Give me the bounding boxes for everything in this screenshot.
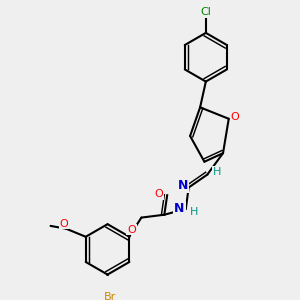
Text: O: O <box>60 219 68 229</box>
Text: N: N <box>174 202 185 215</box>
Text: O: O <box>231 112 239 122</box>
Text: O: O <box>155 189 164 199</box>
Text: Br: Br <box>104 292 116 300</box>
Text: Cl: Cl <box>200 7 211 17</box>
Text: N: N <box>178 179 188 192</box>
Text: H: H <box>213 167 221 177</box>
Text: O: O <box>127 225 136 235</box>
Text: H: H <box>190 207 199 217</box>
